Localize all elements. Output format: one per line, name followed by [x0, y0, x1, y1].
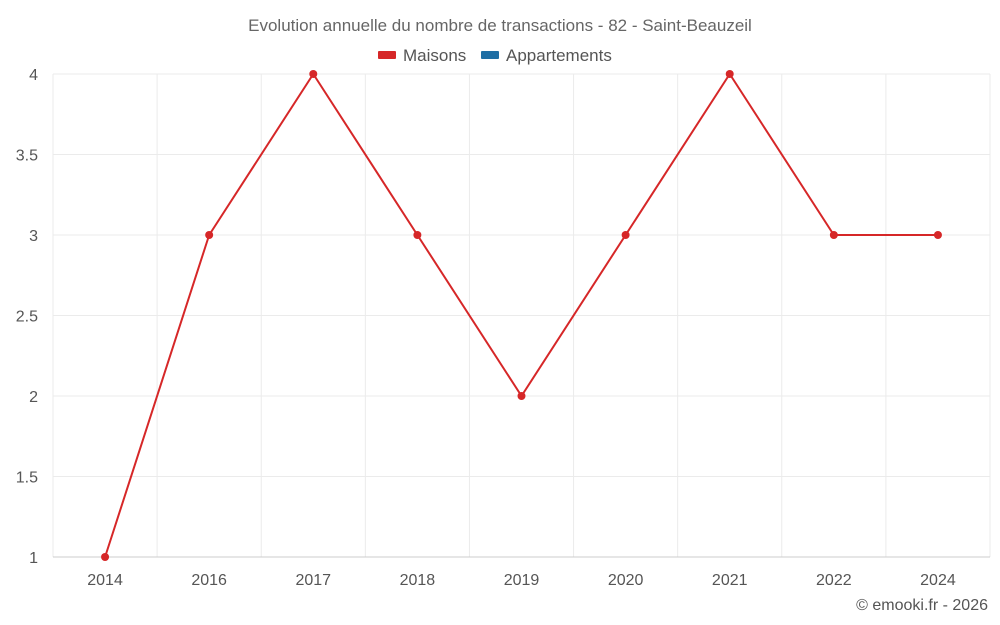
- x-tick-label: 2021: [712, 572, 748, 589]
- series-maisons: [101, 70, 942, 561]
- credit-text: © emooki.fr - 2026: [856, 597, 988, 614]
- y-axis: 1 1.5 2 2.5 3 3.5 4: [16, 67, 38, 567]
- x-tick-label: 2017: [295, 572, 331, 589]
- data-point[interactable]: [933, 231, 942, 239]
- grid: [52, 73, 991, 558]
- data-point[interactable]: [725, 70, 734, 78]
- x-tick-label: 2018: [400, 572, 436, 589]
- legend-label-maisons: Maisons: [403, 46, 466, 65]
- y-tick-label: 2.5: [16, 309, 38, 326]
- data-point[interactable]: [205, 231, 214, 239]
- x-tick-label: 2014: [87, 572, 123, 589]
- chart-title: Evolution annuelle du nombre de transact…: [248, 16, 752, 35]
- data-point[interactable]: [517, 392, 526, 400]
- legend-item-appartements[interactable]: Appartements: [481, 46, 612, 65]
- x-tick-label: 2020: [608, 572, 644, 589]
- y-tick-label: 2: [29, 389, 38, 406]
- y-tick-label: 4: [29, 67, 38, 84]
- data-point[interactable]: [829, 231, 838, 239]
- legend-item-maisons[interactable]: Maisons: [378, 46, 466, 65]
- legend-swatch-appartements: [481, 51, 499, 59]
- data-point[interactable]: [309, 70, 318, 78]
- data-point[interactable]: [101, 553, 110, 561]
- legend-label-appartements: Appartements: [506, 46, 612, 65]
- y-tick-label: 1: [29, 550, 38, 567]
- x-tick-label: 2019: [504, 572, 540, 589]
- x-tick-label: 2016: [191, 572, 227, 589]
- y-tick-label: 3.5: [16, 148, 38, 165]
- data-point[interactable]: [621, 231, 630, 239]
- legend-swatch-maisons: [378, 51, 396, 59]
- y-tick-label: 3: [29, 228, 38, 245]
- legend: Maisons Appartements: [378, 46, 612, 65]
- data-point[interactable]: [413, 231, 422, 239]
- y-tick-label: 1.5: [16, 470, 38, 487]
- x-tick-label: 2022: [816, 572, 852, 589]
- x-axis: 2014 2016 2017 2018 2019 2020 2021 2022 2024: [53, 556, 990, 589]
- x-tick-label: 2024: [920, 572, 956, 589]
